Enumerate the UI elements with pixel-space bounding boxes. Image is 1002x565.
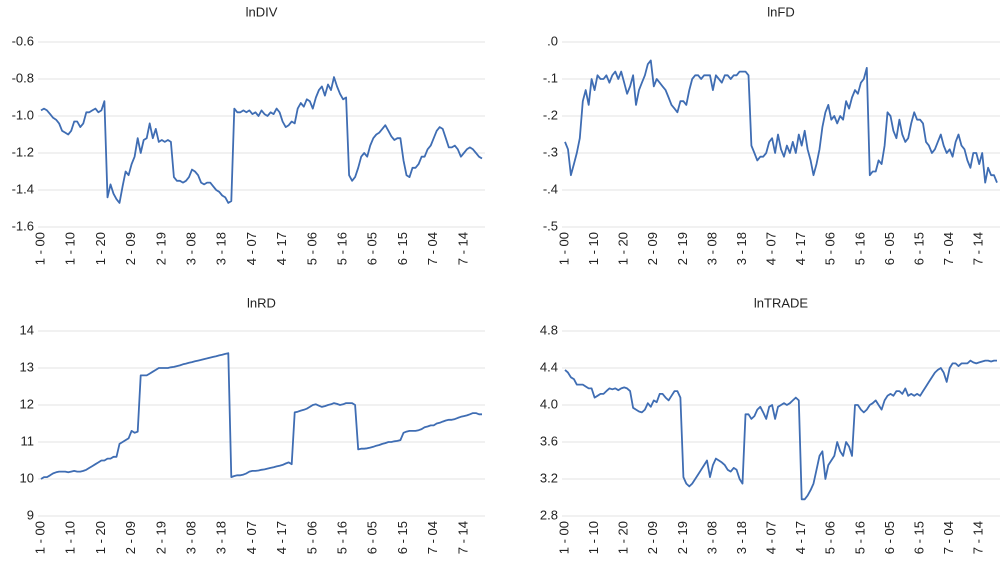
chart-title: lnRD xyxy=(247,295,276,310)
x-tick-label: 1 - 00 xyxy=(32,232,47,265)
x-tick-label: 1 - 10 xyxy=(63,232,78,265)
x-tick-label: 6 - 05 xyxy=(882,521,897,554)
x-tick-label: 2 - 19 xyxy=(153,521,168,554)
x-tick-label: 5 - 16 xyxy=(852,521,867,554)
y-tick-label: .0 xyxy=(547,33,558,48)
x-tick-label: 3 - 08 xyxy=(183,521,198,554)
y-tick-label: -.4 xyxy=(543,181,558,196)
line-series xyxy=(40,76,483,204)
x-tick-label: 4 - 07 xyxy=(244,521,259,554)
x-tick-label: 1 - 10 xyxy=(586,521,601,554)
x-tick-label: 6 - 05 xyxy=(365,521,380,554)
y-tick-label: 3.6 xyxy=(540,433,558,448)
x-tick-label: 7 - 04 xyxy=(425,521,440,554)
x-tick-label: 2 - 09 xyxy=(645,521,660,554)
y-tick-label: -1.0 xyxy=(12,107,34,122)
y-tick-label: -1.4 xyxy=(12,181,34,196)
x-tick-label: 7 - 14 xyxy=(455,521,470,554)
x-tick-label: 5 - 06 xyxy=(823,521,838,554)
y-tick-label: 4.8 xyxy=(540,322,558,337)
x-tick-label: 2 - 19 xyxy=(675,521,690,554)
x-tick-label: 1 - 20 xyxy=(616,232,631,265)
x-tick-label: 6 - 15 xyxy=(912,521,927,554)
y-tick-label: 4.4 xyxy=(540,359,558,374)
y-tick-label: -.2 xyxy=(543,107,558,122)
y-tick-label: 12 xyxy=(20,396,34,411)
x-tick-label: 6 - 05 xyxy=(882,232,897,265)
x-tick-label: 5 - 06 xyxy=(823,232,838,265)
x-tick-label: 2 - 09 xyxy=(123,521,138,554)
x-tick-label: 3 - 18 xyxy=(734,232,749,265)
x-tick-label: 2 - 09 xyxy=(123,232,138,265)
y-tick-label: 13 xyxy=(20,359,34,374)
x-tick-label: 7 - 04 xyxy=(425,232,440,265)
x-tick-label: 7 - 14 xyxy=(971,232,986,265)
x-tick-label: 4 - 17 xyxy=(793,232,808,265)
line-series xyxy=(564,359,997,501)
x-tick-label: 6 - 15 xyxy=(395,521,410,554)
x-tick-label: 7 - 04 xyxy=(941,232,956,265)
x-tick-label: 7 - 04 xyxy=(941,521,956,554)
x-tick-label: 6 - 05 xyxy=(365,232,380,265)
x-tick-label: 7 - 14 xyxy=(455,232,470,265)
y-tick-label: 3.2 xyxy=(540,470,558,485)
x-tick-label: 2 - 09 xyxy=(645,232,660,265)
x-tick-label: 6 - 15 xyxy=(395,232,410,265)
chart-title: lnFD xyxy=(767,4,794,19)
x-tick-label: 1 - 20 xyxy=(93,232,108,265)
y-tick-label: -.3 xyxy=(543,144,558,159)
x-tick-label: 5 - 16 xyxy=(334,232,349,265)
y-tick-label: -0.6 xyxy=(12,33,34,48)
x-tick-label: 1 - 00 xyxy=(556,521,571,554)
x-tick-label: 3 - 08 xyxy=(704,521,719,554)
y-tick-label: 11 xyxy=(21,433,35,448)
x-tick-label: 5 - 16 xyxy=(334,521,349,554)
x-tick-label: 3 - 08 xyxy=(704,232,719,265)
y-tick-label: 14 xyxy=(20,322,34,337)
y-tick-label: -0.8 xyxy=(12,70,34,85)
chart-title: lnTRADE xyxy=(754,295,809,310)
y-tick-label: 10 xyxy=(20,470,34,485)
y-tick-label: 9 xyxy=(27,507,34,522)
x-tick-label: 1 - 20 xyxy=(616,521,631,554)
y-tick-label: -1.6 xyxy=(12,218,34,233)
y-tick-label: 2.8 xyxy=(540,507,558,522)
x-tick-label: 4 - 07 xyxy=(764,521,779,554)
chart-title: lnDIV xyxy=(246,4,278,19)
x-tick-label: 3 - 18 xyxy=(214,232,229,265)
x-tick-label: 3 - 18 xyxy=(214,521,229,554)
x-tick-label: 1 - 10 xyxy=(586,232,601,265)
x-tick-label: 4 - 17 xyxy=(274,521,289,554)
x-tick-label: 4 - 17 xyxy=(793,521,808,554)
line-series xyxy=(564,59,998,184)
x-tick-label: 3 - 08 xyxy=(183,232,198,265)
x-tick-label: 4 - 07 xyxy=(764,232,779,265)
x-tick-label: 1 - 00 xyxy=(556,232,571,265)
x-tick-label: 5 - 06 xyxy=(304,521,319,554)
x-tick-label: 2 - 19 xyxy=(153,232,168,265)
y-tick-label: -1.2 xyxy=(12,144,34,159)
x-tick-label: 7 - 14 xyxy=(971,521,986,554)
y-tick-label: -.5 xyxy=(543,218,558,233)
y-tick-label: 4.0 xyxy=(540,396,558,411)
x-tick-label: 6 - 15 xyxy=(912,232,927,265)
y-tick-label: -.1 xyxy=(543,70,558,85)
x-tick-label: 1 - 00 xyxy=(32,521,47,554)
x-tick-label: 5 - 16 xyxy=(852,232,867,265)
x-tick-label: 3 - 18 xyxy=(734,521,749,554)
x-tick-label: 4 - 07 xyxy=(244,232,259,265)
line-series xyxy=(40,352,482,480)
x-tick-label: 5 - 06 xyxy=(304,232,319,265)
x-tick-label: 4 - 17 xyxy=(274,232,289,265)
x-tick-label: 1 - 20 xyxy=(93,521,108,554)
x-tick-label: 1 - 10 xyxy=(63,521,78,554)
x-tick-label: 2 - 19 xyxy=(675,232,690,265)
